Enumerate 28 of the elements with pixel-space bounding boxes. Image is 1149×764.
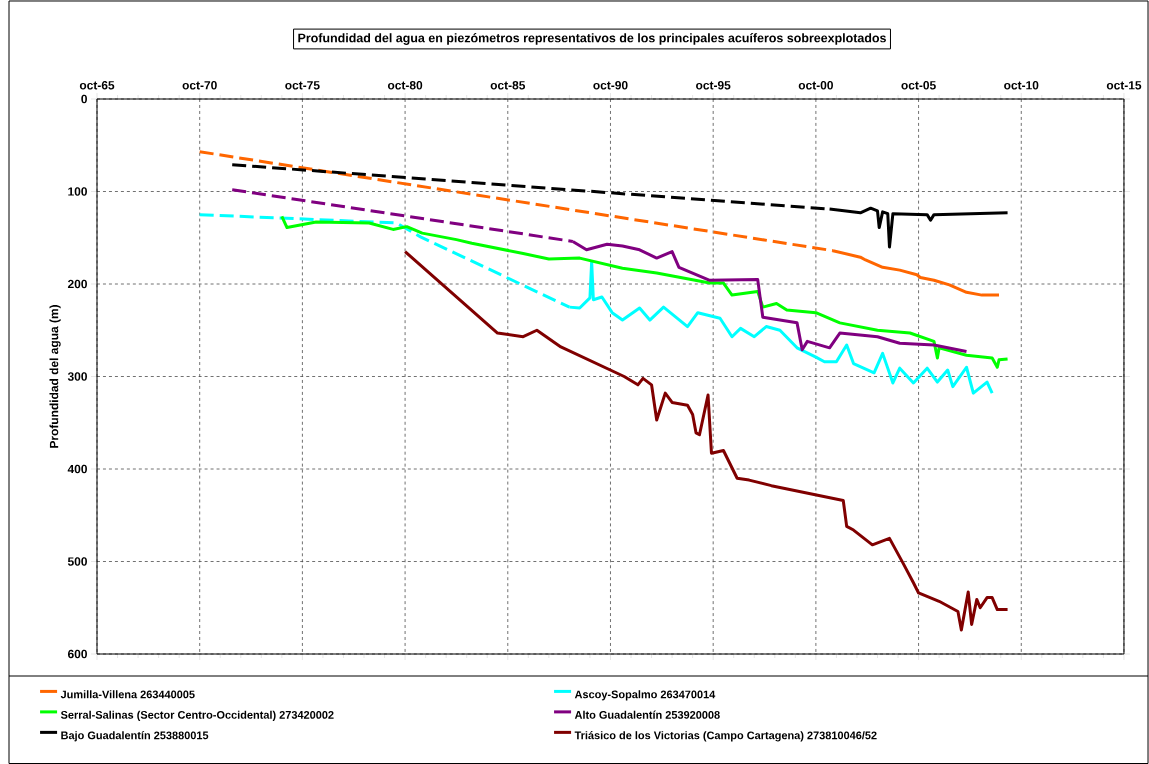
y-axis-title: Profundidad del agua (m) [49,305,61,448]
legend-label: Jumilla-Villena 263440005 [60,690,195,699]
line-series [280,214,1010,369]
line-series [403,250,1010,632]
legend-label: Ascoy-Sopalmo 263470014 [574,690,716,701]
y-tick-label: 100 [68,187,87,196]
x-tick-label: oct-15 [1106,81,1142,90]
y-tick-label: 600 [67,649,87,659]
legend-label: Triásico de los Victorias (Campo Cartagena) 273810046/52 [574,731,877,742]
y-tick-label: 500 [67,557,87,566]
x-tick-label: oct-95 [696,81,731,90]
x-tick-label: oct-10 [1004,81,1039,90]
x-tick-label: oct-65 [79,81,115,90]
legend-label: Bajo Guadalentín 253880015 [61,731,209,742]
legend-label: Serral-Salinas (Sector Centro-Occidental) 273420002 [60,710,334,721]
x-tick-label: oct-70 [182,81,217,90]
y-tick-label: 400 [67,464,87,474]
legend-label: Alto Guadalentín 253920008 [574,710,720,719]
y-tick-label: 200 [67,279,87,289]
x-tick-label: oct-80 [387,81,423,90]
y-tick-label: 300 [67,372,87,381]
y-tick-label: 0 [81,94,87,104]
x-tick-label: oct-75 [285,81,320,90]
x-tick-label: oct-00 [798,81,833,90]
x-tick-label: oct-85 [490,81,526,90]
x-tick-label: oct-05 [901,81,936,90]
chart-title: Profundidad del agua en piezómetros representativos de los principales acuíferos sobreexplotados [298,33,886,45]
x-tick-label: oct-90 [593,81,628,90]
